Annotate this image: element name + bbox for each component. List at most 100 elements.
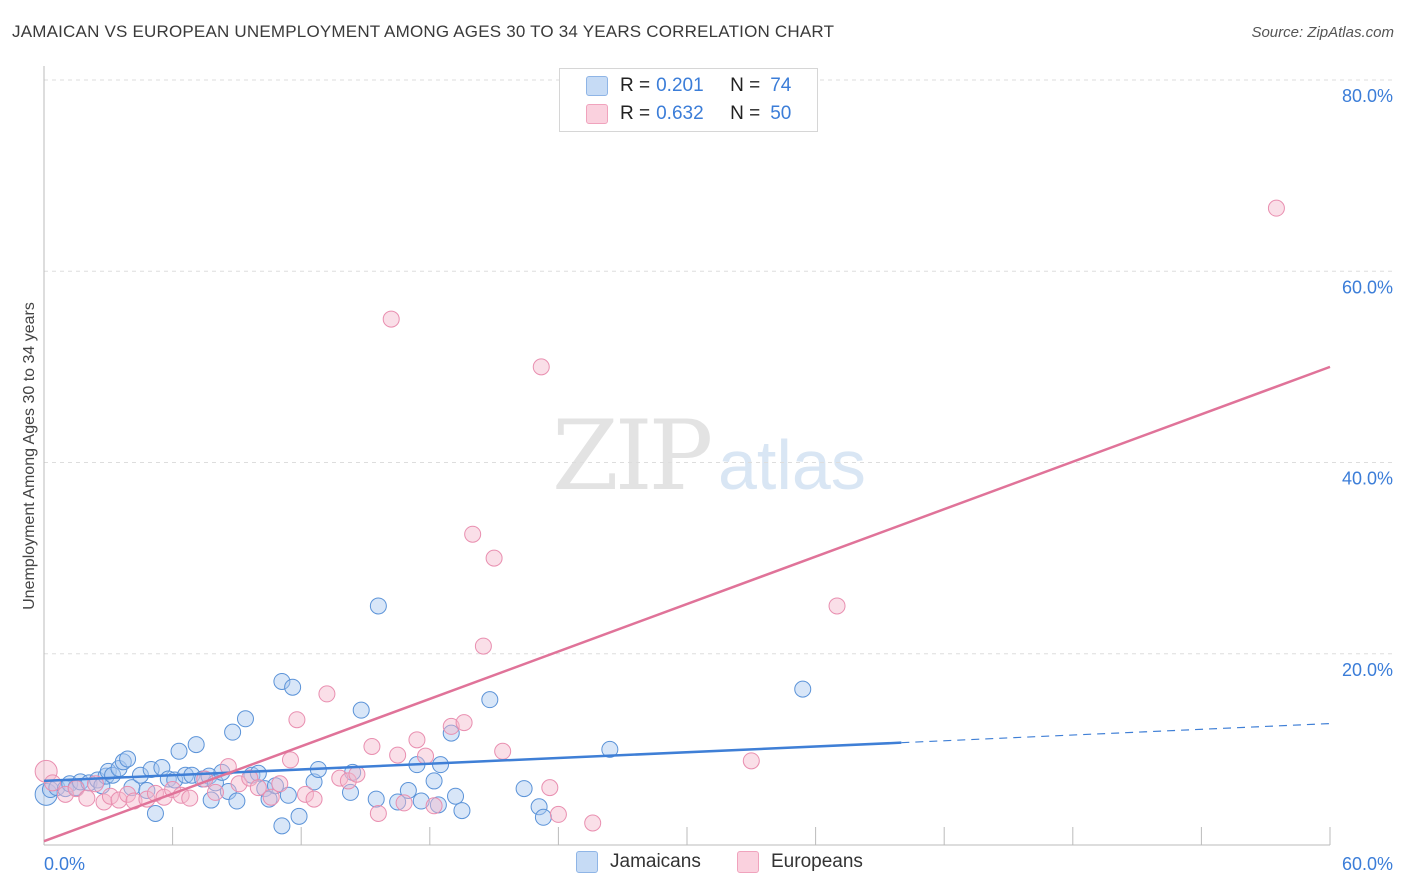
r-value: 0.632 <box>656 103 704 124</box>
european-point <box>281 751 299 769</box>
jamaican-point <box>266 777 284 795</box>
european-point <box>549 805 567 823</box>
y-tick-label: 60.0% <box>1342 277 1393 297</box>
european-point <box>119 785 137 803</box>
european-point <box>363 738 381 756</box>
european-point <box>181 789 199 807</box>
jamaican-point <box>425 772 443 790</box>
european-point <box>408 731 426 749</box>
jamaican-point <box>369 597 387 615</box>
jamaican-point <box>352 701 370 719</box>
jamaican-point <box>249 764 267 782</box>
european-point <box>455 714 473 732</box>
european-point <box>584 814 602 832</box>
jamaican-point <box>273 672 291 690</box>
european-point <box>395 794 413 812</box>
jamaican-point <box>224 723 242 741</box>
y-tick-label: 20.0% <box>1342 660 1393 680</box>
axes <box>43 66 1331 846</box>
jamaican-point <box>534 808 552 826</box>
data-points <box>34 199 1285 835</box>
european-point <box>95 793 113 811</box>
jamaican-point <box>412 792 430 810</box>
legend-swatch-jamaicans <box>586 76 608 96</box>
european-point <box>389 746 407 764</box>
jamaican-point <box>202 791 220 809</box>
y-tick-label: 40.0% <box>1342 469 1393 489</box>
legend-label-jamaicans: Jamaicans <box>610 851 701 872</box>
jamaican-trend-line <box>43 741 902 783</box>
european-point <box>230 775 248 793</box>
legend-item-europeans: Europeans <box>737 851 863 873</box>
european-point <box>1267 199 1285 217</box>
jamaican-point <box>273 817 291 835</box>
european-point <box>206 783 224 801</box>
y-axis-label: Unemployment Among Ages 30 to 34 years <box>21 302 38 610</box>
tick-labels: 20.0% 40.0% 60.0% 80.0% 0.0% 60.0% <box>44 86 1393 874</box>
european-point <box>339 772 357 790</box>
european-point <box>442 717 460 735</box>
jamaican-point <box>290 807 308 825</box>
european-point <box>318 685 336 703</box>
x-tick-label: 0.0% <box>44 854 85 874</box>
watermark-atlas: atlas <box>718 426 866 504</box>
european-point <box>249 779 267 797</box>
grid-lines <box>44 79 1394 655</box>
jamaican-point <box>481 691 499 709</box>
legend-row-jamaicans: R = 0.201 N = 74 <box>586 73 791 99</box>
legend-label-europeans: Europeans <box>771 851 863 872</box>
european-point <box>288 711 306 729</box>
jamaican-point <box>228 792 246 810</box>
jamaican-point <box>146 804 164 822</box>
jamaican-point <box>515 780 533 798</box>
correlation-legend: R = 0.201 N = 74 R = 0.632 N = 50 <box>559 68 818 132</box>
jamaican-trend-extension <box>901 722 1331 744</box>
jamaican-point <box>142 760 160 778</box>
european-point <box>34 759 58 783</box>
european-point <box>348 765 366 783</box>
r-label: R = <box>620 103 651 124</box>
european-point <box>262 788 280 806</box>
european-trend-line <box>43 365 1331 843</box>
european-point <box>101 787 119 805</box>
european-point <box>474 637 492 655</box>
jamaican-point <box>794 680 812 698</box>
european-point <box>541 779 559 797</box>
jamaican-point <box>236 710 254 728</box>
legend-swatch-jamaicans <box>576 851 598 873</box>
source-label: Source: ZipAtlas.com <box>1251 24 1394 41</box>
european-point <box>464 525 482 543</box>
series-legend: Jamaicans Europeans <box>0 851 1406 879</box>
european-point <box>296 785 314 803</box>
european-point <box>305 790 323 808</box>
european-point <box>532 358 550 376</box>
jamaican-point <box>279 786 297 804</box>
jamaican-point <box>601 740 619 758</box>
european-point <box>271 775 289 793</box>
jamaican-point <box>284 678 302 696</box>
jamaican-point <box>530 798 548 816</box>
n-label: N = <box>730 103 761 124</box>
european-point <box>241 769 259 787</box>
chart-title: JAMAICAN VS EUROPEAN UNEMPLOYMENT AMONG … <box>12 22 835 41</box>
jamaican-point <box>367 790 385 808</box>
european-point <box>44 774 62 792</box>
n-value: 74 <box>770 75 792 96</box>
jamaican-point <box>119 750 137 768</box>
european-point <box>78 789 96 807</box>
n-value: 50 <box>770 103 792 124</box>
r-label: R = <box>620 75 651 96</box>
n-label: N = <box>730 75 761 96</box>
r-value: 0.201 <box>656 75 704 96</box>
european-point <box>369 804 387 822</box>
legend-row-europeans: R = 0.632 N = 50 <box>586 101 791 127</box>
european-point <box>417 747 435 765</box>
jamaican-point <box>447 787 465 805</box>
legend-swatch-europeans <box>586 104 608 124</box>
european-point <box>494 742 512 760</box>
x-tick-label: 60.0% <box>1342 854 1393 874</box>
european-point <box>110 791 128 809</box>
legend-item-jamaicans: Jamaicans <box>576 851 701 873</box>
european-point <box>828 597 846 615</box>
